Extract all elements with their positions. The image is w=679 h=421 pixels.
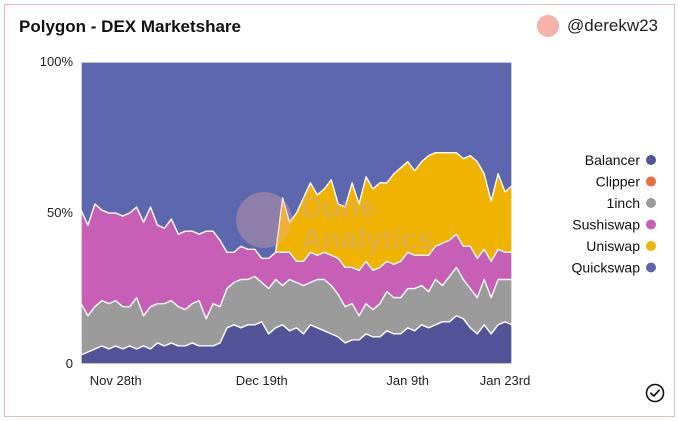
y-axis: 0 50% 100%: [40, 54, 74, 371]
area-chart: Dune Analytics 0 50% 100% Nov 28th Dec 19th…: [40, 54, 656, 388]
avatar-circle-icon: [537, 15, 560, 37]
legend-dot-icon: [646, 219, 656, 230]
y-tick-label: 50%: [47, 205, 73, 220]
legend-dot-icon: [646, 198, 656, 208]
legend-item-sushiswap[interactable]: Sushiswap: [572, 217, 656, 233]
watermark-line2: Analytics: [301, 223, 434, 256]
legend-label: Quickswap: [572, 260, 641, 276]
area-series-quickswap[interactable]: [80, 61, 513, 259]
y-tick-label: 100%: [40, 54, 74, 69]
x-tick-label: Nov 28th: [90, 373, 142, 388]
legend-dot-icon: [646, 241, 656, 251]
legend-label: Balancer: [585, 152, 641, 168]
x-tick-label: Jan 23rd: [480, 373, 531, 388]
legend-item-clipper[interactable]: Clipper: [596, 174, 656, 190]
dune-logo-icon: [236, 192, 292, 248]
chart-areas: [80, 61, 513, 365]
legend-dot-icon: [646, 155, 656, 165]
y-tick-label: 0: [66, 356, 73, 371]
legend-label: 1inch: [607, 195, 640, 211]
legend-item-1inch[interactable]: 1inch: [607, 195, 656, 211]
legend-item-balancer[interactable]: Balancer: [585, 152, 656, 168]
legend-item-uniswap[interactable]: Uniswap: [586, 238, 656, 254]
x-tick-label: Dec 19th: [236, 373, 288, 388]
legend-label: Uniswap: [586, 238, 640, 254]
chart-card: Polygon - DEX Marketshare @derekw23 Dune…: [4, 4, 675, 417]
author-handle[interactable]: @derekw23: [567, 16, 658, 35]
dune-watermark: Dune Analytics: [236, 191, 434, 256]
check-circle-icon[interactable]: [645, 383, 665, 408]
legend-dot-icon: [646, 176, 656, 187]
legend-dot-icon: [646, 262, 656, 273]
watermark-line1: Dune: [301, 191, 376, 224]
legend-label: Clipper: [596, 174, 641, 190]
x-tick-label: Jan 9th: [386, 373, 429, 388]
legend-item-quickswap[interactable]: Quickswap: [572, 260, 656, 276]
legend-label: Sushiswap: [572, 217, 640, 233]
author-badge[interactable]: @derekw23: [537, 15, 658, 37]
legend: Balancer Clipper 1inch Sushiswap Uniswap Quic…: [572, 152, 656, 276]
chart-title: Polygon - DEX Marketshare: [19, 17, 242, 36]
x-axis: Nov 28th Dec 19th Jan 9th Jan 23rd: [90, 373, 531, 388]
